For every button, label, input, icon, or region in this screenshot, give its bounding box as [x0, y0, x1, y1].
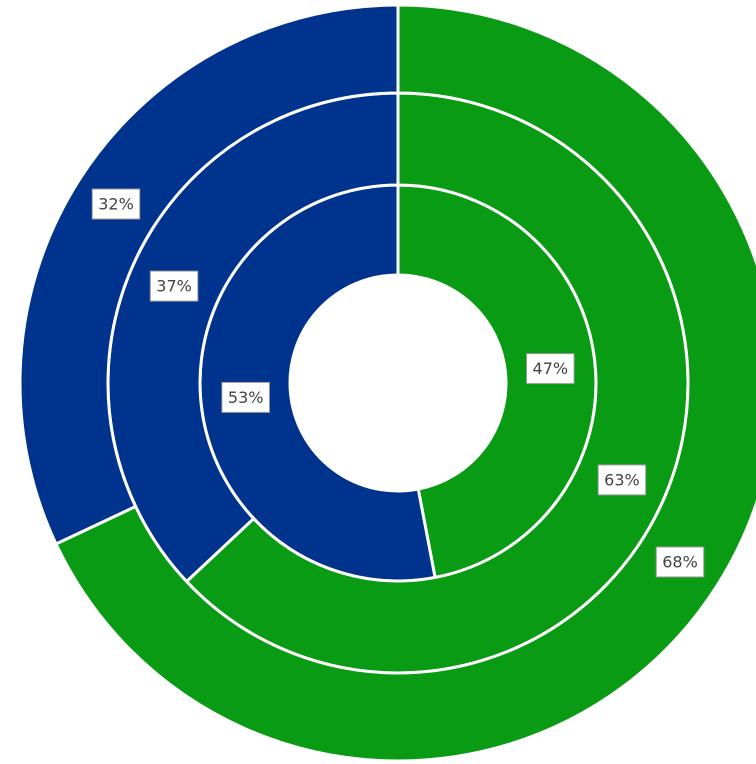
data-label: 63%	[597, 464, 647, 496]
data-label: 47%	[526, 353, 575, 385]
label-text: 53%	[228, 388, 264, 407]
label-text: 37%	[156, 277, 192, 296]
ring-segment	[18, 3, 400, 546]
data-label: 68%	[655, 546, 705, 578]
label-text: 47%	[533, 359, 569, 378]
ring-segment	[53, 3, 756, 763]
label-box	[526, 353, 575, 385]
data-label: 37%	[149, 270, 199, 302]
data-label: 32%	[91, 188, 141, 220]
label-box	[149, 270, 199, 302]
label-box	[597, 464, 647, 496]
label-box	[91, 188, 141, 220]
data-label: 53%	[221, 381, 270, 413]
label-box	[221, 381, 270, 413]
label-text: 32%	[98, 195, 134, 214]
label-text: 63%	[604, 470, 640, 489]
label-text: 68%	[662, 552, 698, 571]
label-box	[655, 546, 705, 578]
